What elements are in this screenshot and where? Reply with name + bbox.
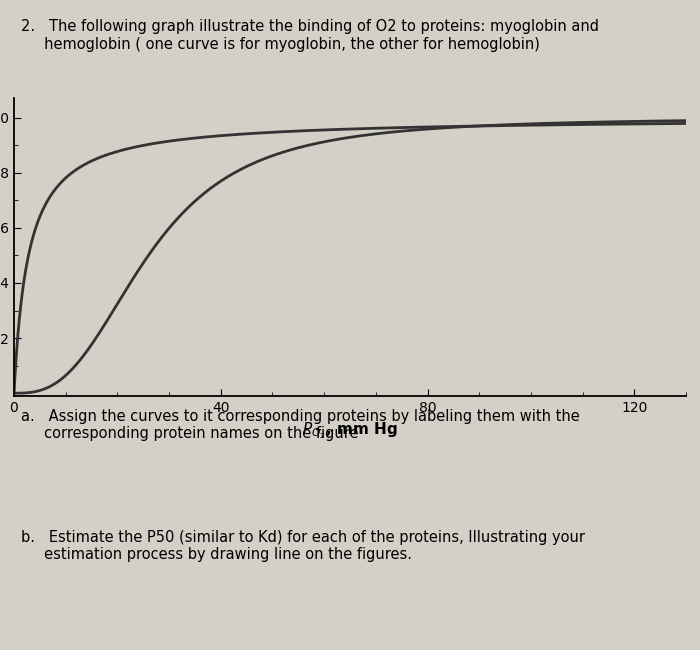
Text: a.   Assign the curves to it corresponding proteins by labeling them with the
  : a. Assign the curves to it corresponding… xyxy=(21,409,580,441)
Text: 2.   The following graph illustrate the binding of O2 to proteins: myoglobin and: 2. The following graph illustrate the bi… xyxy=(21,20,598,52)
X-axis label: $\boldsymbol{P_{O_2}}$, mm Hg: $\boldsymbol{P_{O_2}}$, mm Hg xyxy=(302,421,398,441)
Text: b.   Estimate the P50 (similar to Kd) for each of the proteins, Illustrating you: b. Estimate the P50 (similar to Kd) for … xyxy=(21,530,584,562)
